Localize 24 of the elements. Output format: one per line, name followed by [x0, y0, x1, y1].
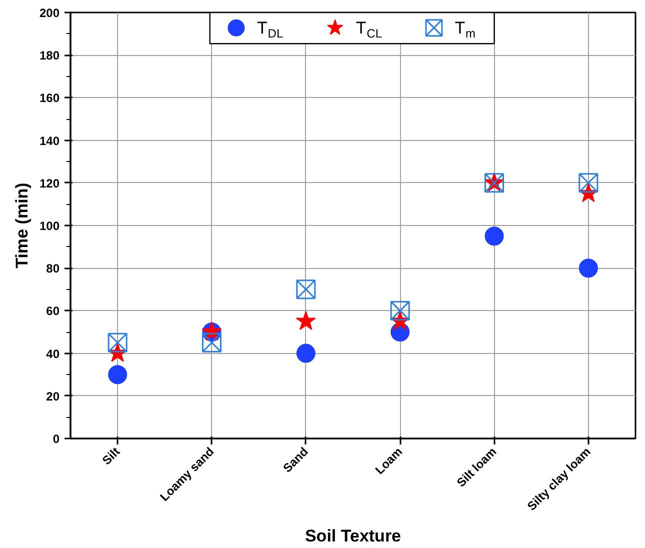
y-tick-label: 0 — [52, 432, 60, 446]
point — [578, 258, 598, 278]
point — [296, 344, 316, 363]
point — [108, 332, 128, 352]
y-tick-label: 40 — [46, 346, 60, 361]
y-axis-title: Time (min) — [12, 182, 32, 268]
y-tick-label: 60 — [46, 304, 60, 318]
point — [296, 280, 316, 300]
y-tick-label: 80 — [46, 262, 60, 276]
point — [390, 300, 410, 320]
point — [108, 365, 128, 384]
point — [296, 310, 316, 330]
point — [202, 332, 222, 352]
y-tick-label: 100 — [39, 219, 60, 233]
y-tick-label: 180 — [39, 48, 60, 63]
x-axis-title: Soil Texture — [304, 526, 402, 546]
y-tick-label: 120 — [39, 176, 60, 190]
point — [484, 226, 504, 246]
y-tick-label: 20 — [46, 389, 60, 404]
y-tick-label: 140 — [39, 134, 60, 148]
y-tick-label: 160 — [39, 91, 60, 106]
x-tick-label: Silt — [99, 444, 123, 468]
point — [578, 173, 598, 193]
y-tick-label: 200 — [39, 6, 60, 20]
